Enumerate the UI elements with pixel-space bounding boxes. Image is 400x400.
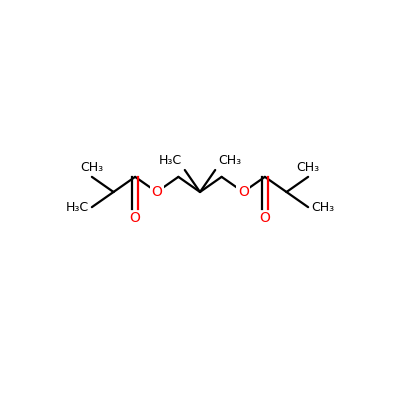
Text: O: O [260, 211, 270, 225]
Text: H₃C: H₃C [158, 154, 182, 167]
Text: H₃C: H₃C [66, 201, 89, 214]
Text: CH₃: CH₃ [296, 161, 320, 174]
Text: O: O [151, 185, 162, 199]
Text: CH₃: CH₃ [218, 154, 242, 167]
Text: CH₃: CH₃ [80, 161, 104, 174]
Text: O: O [130, 211, 140, 225]
Text: O: O [238, 185, 249, 199]
Text: CH₃: CH₃ [311, 201, 334, 214]
